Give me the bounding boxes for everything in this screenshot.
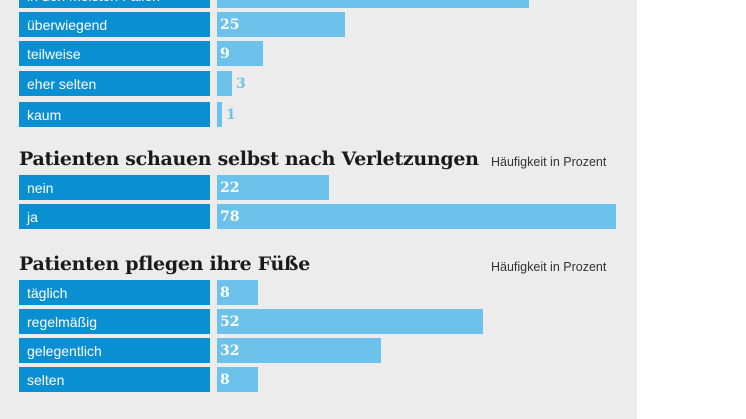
- chart-title-fuesse: Patienten pflegen ihre Füße: [19, 253, 310, 275]
- category-label: eher selten: [19, 71, 210, 96]
- category-label: nein: [19, 175, 210, 200]
- bar: [217, 41, 263, 66]
- bar: [217, 309, 483, 334]
- category-label: ja: [19, 204, 210, 229]
- category-label: in den meisten Fällen: [19, 0, 210, 8]
- bar-value-label: 1: [226, 106, 236, 123]
- bar: [217, 0, 529, 8]
- chart-subtitle-verletzungen: Häufigkeit in Prozent: [491, 155, 607, 169]
- category-label: selten: [19, 367, 210, 392]
- bar-value-label: 8: [220, 371, 230, 388]
- bar-value-label: 61: [220, 0, 239, 8]
- bar-value-label: 9: [220, 45, 230, 62]
- chart-title-verletzungen: Patienten schauen selbst nach Verletzung…: [19, 148, 479, 170]
- bar: [217, 280, 258, 305]
- category-label: täglich: [19, 280, 210, 305]
- bar: [217, 102, 222, 127]
- category-label: regelmäßig: [19, 309, 210, 334]
- bar: [217, 71, 232, 96]
- bar: [217, 338, 381, 363]
- bar: [217, 367, 258, 392]
- chart-subtitle-fuesse: Häufigkeit in Prozent: [491, 260, 607, 274]
- chart-panel: Patienten schauen selbst nach Verletzung…: [0, 0, 637, 419]
- category-label: teilweise: [19, 41, 210, 66]
- category-label: kaum: [19, 102, 210, 127]
- bar-value-label: 52: [220, 313, 240, 330]
- category-label: gelegentlich: [19, 338, 210, 363]
- category-label: überwiegend: [19, 12, 210, 37]
- bar-value-label: 8: [220, 284, 230, 301]
- bar: [217, 175, 329, 200]
- bar-value-label: 32: [220, 342, 240, 359]
- bar-value-label: 22: [220, 179, 240, 196]
- bar-value-label: 3: [236, 75, 246, 92]
- bar-value-label: 78: [220, 208, 240, 225]
- bar: [217, 12, 345, 37]
- bar: [217, 204, 616, 229]
- bar-value-label: 25: [220, 16, 240, 33]
